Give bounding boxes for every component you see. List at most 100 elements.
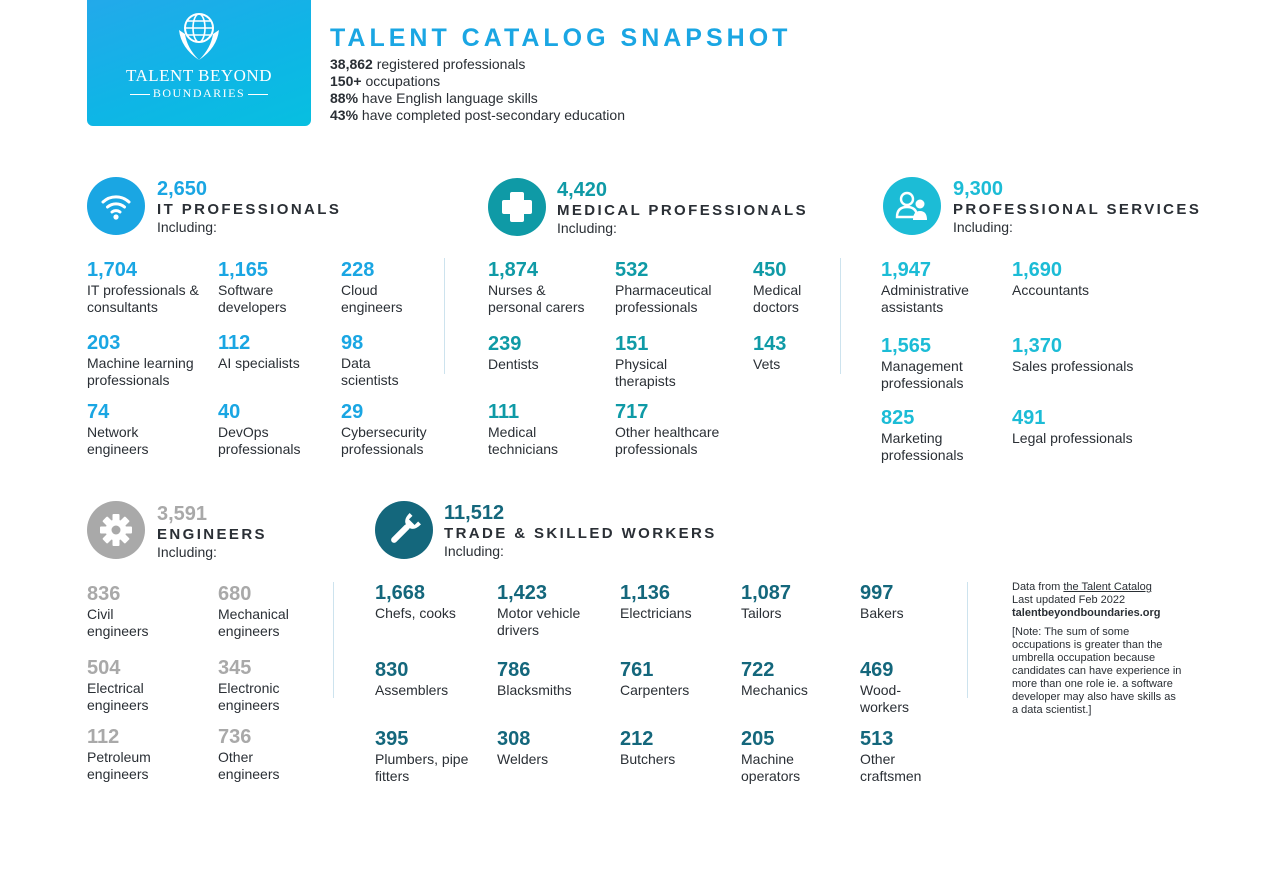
item-count: 1,874 — [488, 259, 539, 281]
stat-text: registered professionals — [376, 56, 526, 72]
item-count: 205 — [741, 728, 775, 750]
item-label: Sales professionals — [1012, 358, 1134, 374]
trades-item: 395 Plumbers, pipe fitters — [375, 728, 505, 785]
trades-item: 830 Assemblers — [375, 659, 505, 699]
item-count: 212 — [620, 728, 654, 750]
item-label: Administrative assistants — [881, 282, 969, 315]
medical-category-title: MEDICAL PROFESSIONALS — [557, 202, 808, 219]
item-label: Physical therapists — [615, 356, 676, 389]
people-icon — [883, 177, 941, 235]
item-label: Motor vehicle drivers — [497, 605, 581, 638]
item-label: Welders — [497, 751, 549, 767]
item-label: Other engineers — [218, 749, 280, 782]
item-count: 1,423 — [497, 582, 548, 604]
item-label: Medical doctors — [753, 282, 802, 315]
engineers-item: 736 Other engineers — [218, 726, 348, 783]
item-label: Network engineers — [87, 424, 149, 457]
services-including-label: Including: — [953, 219, 1013, 235]
item-count: 1,947 — [881, 259, 932, 281]
medical-item: 239 Dentists — [488, 333, 618, 373]
trades-item: 513 Other craftsmen — [860, 728, 990, 785]
services-item: 1,690 Accountants — [1012, 259, 1142, 299]
engineers-item: 345 Electronic engineers — [218, 657, 348, 714]
item-label: Other healthcare professionals — [615, 424, 720, 457]
item-label: Machine learning professionals — [87, 355, 194, 388]
item-label: Plumbers, pipe fitters — [375, 751, 469, 784]
stat-text: occupations — [365, 73, 441, 89]
item-count: 111 — [488, 401, 520, 423]
item-label: Petroleum engineers — [87, 749, 151, 782]
trades-item: 1,136 Electricians — [620, 582, 750, 622]
item-count: 395 — [375, 728, 409, 750]
item-count: 40 — [218, 401, 241, 423]
item-label: Nurses & personal carers — [488, 282, 585, 315]
trades-total-count: 11,512 — [444, 502, 505, 524]
trades-item: 722 Mechanics — [741, 659, 871, 699]
item-label: Vets — [753, 356, 781, 372]
item-count: 450 — [753, 259, 787, 281]
item-count: 680 — [218, 583, 252, 605]
item-count: 1,165 — [218, 259, 269, 281]
item-count: 112 — [87, 726, 120, 748]
engineers-item: 112 Petroleum engineers — [87, 726, 217, 783]
trades-item: 205 Machine operators — [741, 728, 871, 785]
trades-item: 997 Bakers — [860, 582, 990, 622]
source-prefix: Data from — [1012, 581, 1061, 593]
engineers-total-count: 3,591 — [157, 503, 208, 525]
medical-item: 532 Pharmaceutical professionals — [615, 259, 745, 316]
stat-value: 88% — [330, 90, 359, 106]
it-item: 1,704 IT professionals & consultants — [87, 259, 217, 316]
engineers-category-title: ENGINEERS — [157, 526, 267, 543]
page-title: TALENT CATALOG SNAPSHOT — [330, 24, 792, 52]
stat-value: 150+ — [330, 73, 362, 89]
services-item: 1,370 Sales professionals — [1012, 335, 1142, 375]
item-label: Electronic engineers — [218, 680, 280, 713]
globe-hands-icon — [179, 13, 219, 60]
it-item: 29 Cybersecurity professionals — [341, 401, 471, 458]
item-count: 736 — [218, 726, 252, 748]
trades-item: 761 Carpenters — [620, 659, 750, 699]
item-label: AI specialists — [218, 355, 300, 371]
it-item: 203 Machine learning professionals — [87, 332, 217, 389]
item-label: Data scientists — [341, 355, 399, 388]
item-count: 98 — [341, 332, 364, 354]
it-item: 74 Network engineers — [87, 401, 217, 458]
it-item: 98 Data scientists — [341, 332, 471, 389]
medical-item: 717 Other healthcare professionals — [615, 401, 745, 458]
item-count: 1,704 — [87, 259, 138, 281]
logo-line-2: BOUNDARIES — [87, 86, 311, 101]
services-total-count: 9,300 — [953, 178, 1004, 200]
services-item: 491 Legal professionals — [1012, 407, 1142, 447]
item-count: 830 — [375, 659, 409, 681]
item-count: 504 — [87, 657, 121, 679]
item-count: 143 — [753, 333, 787, 355]
item-label: Tailors — [741, 605, 782, 621]
engineers-item: 504 Electrical engineers — [87, 657, 217, 714]
item-label: Machine operators — [741, 751, 801, 784]
last-updated: Last updated Feb 2022 — [1012, 594, 1126, 606]
it-including-label: Including: — [157, 219, 217, 235]
item-label: Bakers — [860, 605, 904, 621]
stat-value: 38,862 — [330, 56, 373, 72]
brand-logo: TALENT BEYOND BOUNDARIES — [87, 0, 311, 126]
footnote: [Note: The sum of some occupations is gr… — [1012, 626, 1182, 716]
item-label: Assemblers — [375, 682, 449, 698]
item-label: Legal professionals — [1012, 430, 1133, 446]
services-category-title: PROFESSIONAL SERVICES — [953, 201, 1202, 218]
stat-value: 43% — [330, 107, 359, 123]
item-label: IT professionals & consultants — [87, 282, 199, 315]
stat-text: have English language skills — [361, 90, 538, 106]
it-total-count: 2,650 — [157, 178, 208, 200]
source-notes: Data from the Talent Catalog Last update… — [1012, 581, 1182, 717]
item-label: DevOps professionals — [218, 424, 301, 457]
item-count: 228 — [341, 259, 375, 281]
item-label: Medical technicians — [488, 424, 559, 457]
item-label: Electrical engineers — [87, 680, 149, 713]
item-count: 239 — [488, 333, 522, 355]
talent-catalog-link[interactable]: the Talent Catalog — [1063, 581, 1152, 593]
it-item: 112 AI specialists — [218, 332, 348, 372]
item-count: 1,087 — [741, 582, 792, 604]
divider — [333, 582, 334, 698]
item-label: Carpenters — [620, 682, 690, 698]
divider — [967, 582, 968, 698]
